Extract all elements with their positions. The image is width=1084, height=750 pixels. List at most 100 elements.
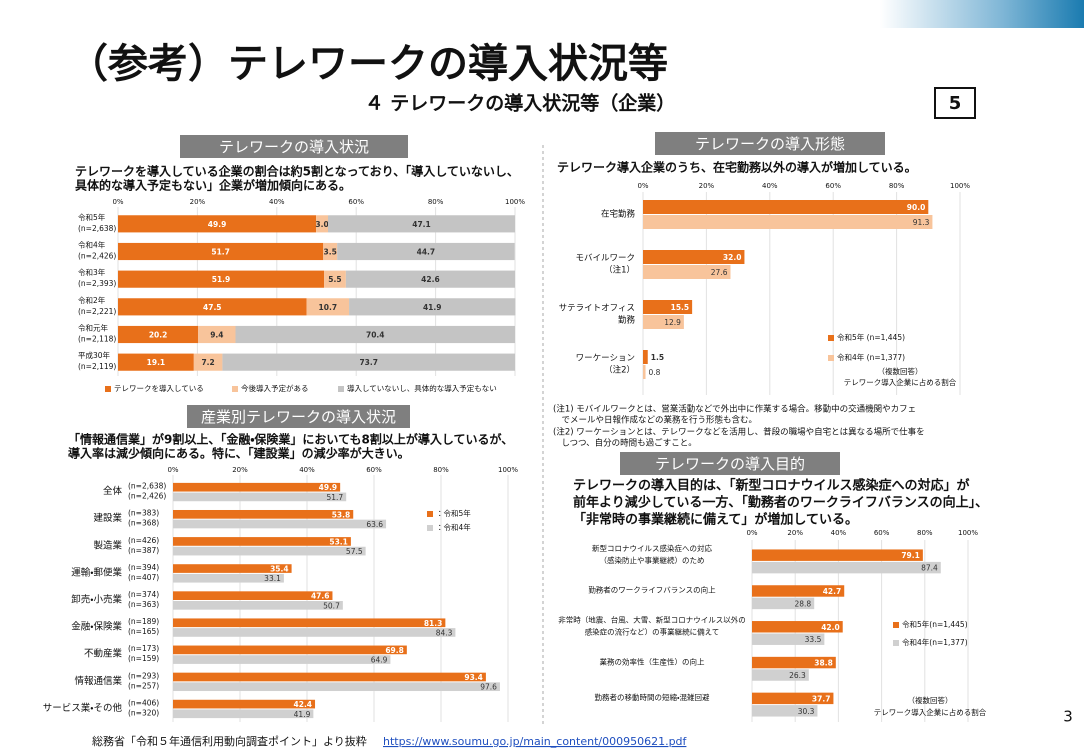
bar <box>173 492 347 502</box>
value-label: 19.1 <box>147 358 166 367</box>
value-label: 49.9 <box>319 483 338 492</box>
value-label: 79.1 <box>901 551 920 560</box>
value-label: 70.4 <box>366 331 385 340</box>
value-label: 15.5 <box>671 303 690 312</box>
x-tick-label: 60% <box>348 198 364 206</box>
bar <box>173 601 343 610</box>
description: 前年より減少している一方、「勤務者のワークライフバランスの向上」、 <box>573 495 988 511</box>
bar-segment <box>235 325 515 344</box>
value-label: 20.2 <box>149 331 168 340</box>
category-note: (n=426) <box>128 536 159 545</box>
x-tick-label: 40% <box>831 529 847 537</box>
x-tick-label: 80% <box>917 529 933 537</box>
category-label: サービス業・その他 <box>43 702 123 714</box>
value-label: 3.0 <box>315 220 328 229</box>
footnote: (注2) ワーケーションとは、テレワークなどを活用し、普段の職場や自宅とは異なる… <box>553 427 925 438</box>
footer-url[interactable]: https://www.soumu.go.jp/main_content/000… <box>383 735 688 748</box>
value-label: 81.3 <box>424 619 443 628</box>
footnote: でメールや日報作成などの業務を行う形態も含む。 <box>553 415 757 426</box>
x-tick-label: 60% <box>825 182 841 190</box>
category-label: 建設業 <box>93 512 122 524</box>
category-note: (n=293) <box>128 671 159 680</box>
x-tick-label: 40% <box>299 466 315 474</box>
bar <box>643 265 731 279</box>
bar-segment <box>337 242 515 261</box>
x-tick-label: 100% <box>950 182 970 190</box>
category-label: 全体 <box>103 485 123 497</box>
category-label: （感染防止や事業継続）のため <box>600 555 705 565</box>
category-label: （注2） <box>604 365 635 376</box>
bar-segment <box>306 298 350 316</box>
category-note: (n=2,638) <box>128 482 166 491</box>
category-label: 情報通信業 <box>74 675 122 687</box>
value-label: 33.1 <box>264 574 281 583</box>
description: 「情報通信業」が9割以上、「金融・保険業」においても8割以上が導入しているが、 <box>68 432 513 447</box>
x-tick-label: 20% <box>190 198 206 206</box>
category-label: 不動産業 <box>84 648 123 660</box>
legend-swatch <box>893 622 899 628</box>
value-label: 10.7 <box>319 303 338 312</box>
value-label: 69.8 <box>385 646 404 655</box>
category-label: 令和3年 <box>78 267 106 277</box>
category-note: (n=368) <box>128 519 159 528</box>
footnote: しつつ、自分の時間も過ごすこと。 <box>553 438 697 449</box>
category-note: (n=2,393) <box>78 279 116 288</box>
badge-box <box>934 87 976 119</box>
value-label: 7.2 <box>201 358 214 367</box>
x-tick-label: 20% <box>787 529 803 537</box>
value-label: 33.5 <box>805 635 822 644</box>
section-heading: テレワークの導入形態 <box>695 135 845 153</box>
category-note: (n=165) <box>128 627 159 636</box>
category-note: (n=2,638) <box>78 224 116 233</box>
category-note: (n=406) <box>128 698 159 707</box>
top-bar <box>880 0 1084 28</box>
category-note: (n=363) <box>128 600 159 609</box>
category-label: 令和5年 <box>78 212 106 222</box>
badge: 5 <box>949 93 962 114</box>
legend-swatch <box>828 355 834 361</box>
value-label: 5.5 <box>328 275 341 284</box>
category-note: (n=2,118) <box>78 335 116 344</box>
value-label: 47.6 <box>311 592 330 601</box>
bar <box>173 672 486 682</box>
bar <box>752 597 815 610</box>
bar-segment <box>316 215 329 233</box>
bar <box>173 482 341 492</box>
value-label: 38.8 <box>814 659 833 668</box>
legend-label: 令和5年(n=1,445) <box>902 619 968 629</box>
value-label: 12.9 <box>664 318 681 327</box>
legend-swatch <box>427 511 433 517</box>
value-label: 64.9 <box>371 656 388 665</box>
slide-subtitle: ４ テレワークの導入状況等（企業） <box>365 92 676 115</box>
footer-link[interactable]: https://www.soumu.go.jp/main_content/000… <box>383 735 688 748</box>
category-note: (n=2,221) <box>78 307 116 316</box>
bar <box>173 519 387 529</box>
value-label: 93.4 <box>464 673 483 682</box>
bar <box>643 350 648 364</box>
value-label: 1.5 <box>651 353 664 362</box>
category-note: (n=257) <box>128 681 159 690</box>
value-label: 90.0 <box>907 203 926 212</box>
category-label: 勤務 <box>618 315 636 326</box>
value-label: 27.6 <box>711 268 728 277</box>
value-label: 41.9 <box>294 710 311 719</box>
bar <box>752 669 809 681</box>
category-label: 非常時（地震、台風、大雪、新型コロナウイルス以外の <box>558 615 746 625</box>
bar-segment <box>118 298 307 316</box>
value-label: 3.5 <box>324 248 337 257</box>
x-tick-label: 20% <box>699 182 715 190</box>
category-label: 勤務者の移動時間の短縮・混雑回避 <box>594 692 710 702</box>
value-label: 0.8 <box>649 368 661 377</box>
description: テレワーク導入企業のうち、在宅勤務以外の導入が増加している。 <box>557 160 917 175</box>
page-number: 3 <box>1063 708 1073 726</box>
value-label: 84.3 <box>436 628 453 637</box>
category-note: (n=173) <box>128 644 159 653</box>
value-label: 73.7 <box>359 358 378 367</box>
legend-swatch <box>427 525 433 531</box>
bar <box>173 655 391 664</box>
value-label: 42.0 <box>821 623 840 632</box>
x-tick-label: 80% <box>889 182 905 190</box>
legend-swatch <box>232 386 238 392</box>
x-tick-label: 40% <box>269 198 285 206</box>
